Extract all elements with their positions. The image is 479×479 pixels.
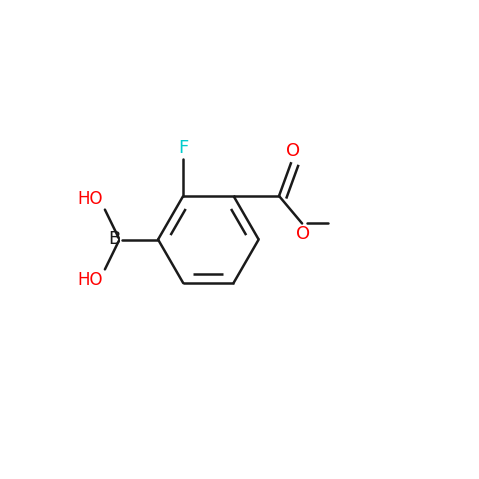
- Text: O: O: [296, 226, 310, 243]
- Text: O: O: [285, 142, 300, 160]
- Text: B: B: [108, 230, 120, 249]
- Text: HO: HO: [78, 190, 103, 208]
- Text: HO: HO: [78, 271, 103, 289]
- Text: F: F: [178, 138, 188, 157]
